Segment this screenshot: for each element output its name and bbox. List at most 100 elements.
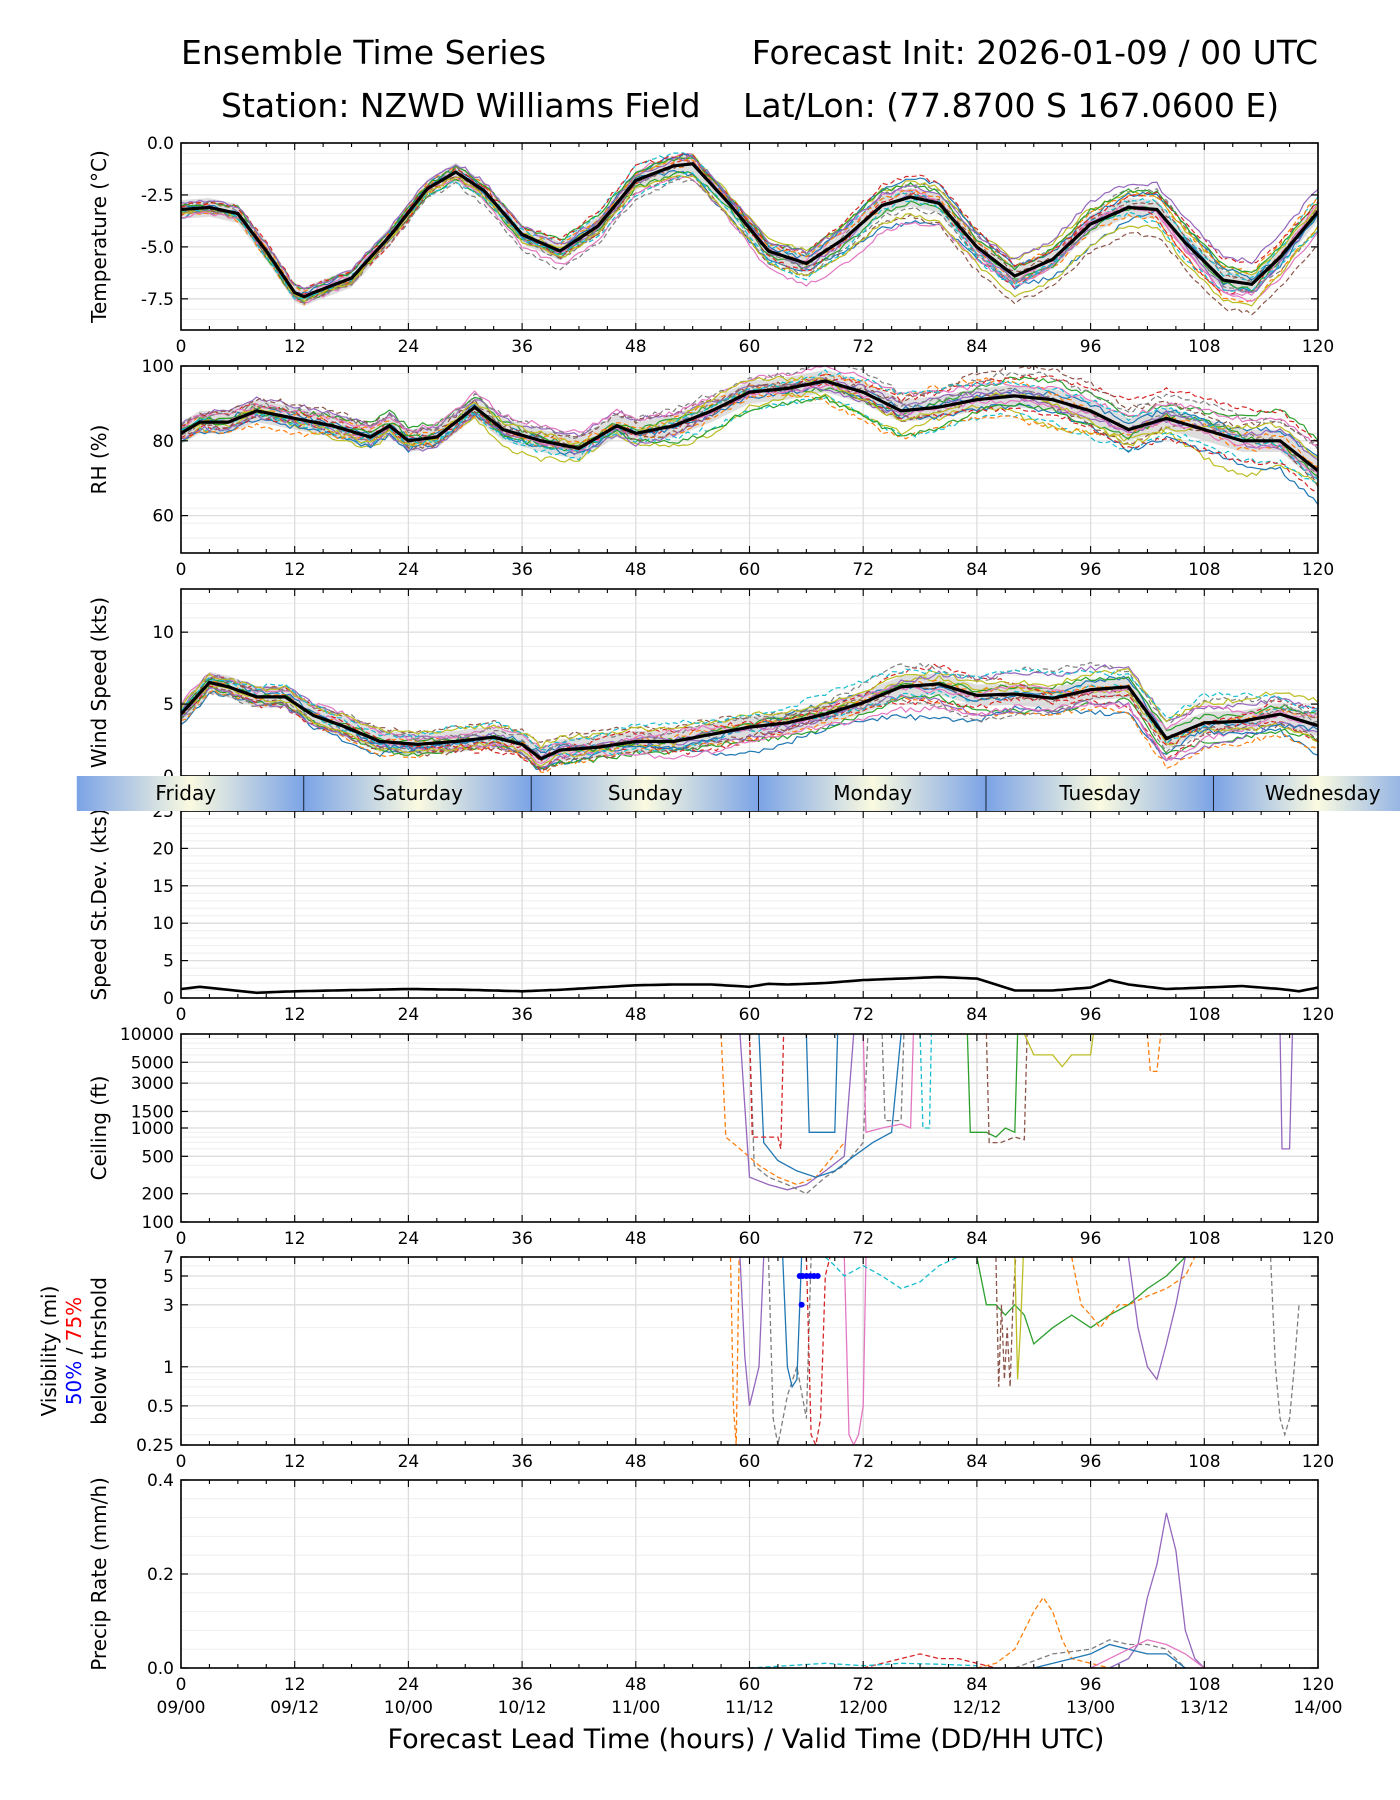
ensemble-mean-line	[181, 379, 1318, 472]
y-tick-label: 100	[142, 1213, 174, 1233]
day-segment	[758, 776, 987, 811]
member-line	[1014, 1639, 1186, 1668]
day-segment	[304, 776, 532, 811]
x-tick-label: 96	[1080, 337, 1102, 357]
panel-rh: 100 80 60 0 12 24 36 48 60 72 84 96 108 120 RH (%)	[87, 357, 1334, 580]
valid-time-label: 13/12	[1180, 1698, 1229, 1718]
x-tick-label: 120	[1302, 1675, 1334, 1695]
x-tick-label: 72	[852, 1005, 874, 1025]
ensemble-member-line	[181, 153, 1318, 296]
x-tick-label: 120	[1302, 1229, 1334, 1249]
member-line	[881, 1034, 905, 1122]
member-line	[782, 1257, 803, 1389]
x-tick-label: 36	[511, 1675, 533, 1695]
valid-time-label: 12/12	[952, 1698, 1001, 1718]
member-line	[1146, 1034, 1162, 1073]
x-tick-label: 12	[284, 1005, 306, 1025]
x-tick-label: 72	[852, 337, 874, 357]
x-tick-label: 0	[176, 1452, 187, 1472]
ensemble-member-line	[181, 687, 1318, 768]
valid-time-label: 13/00	[1066, 1698, 1115, 1718]
y-axis-label: RH (%)	[87, 425, 111, 495]
ensemble-member-line	[181, 396, 1318, 486]
x-tick-label: 60	[739, 1452, 761, 1472]
plot-area-ceiling	[720, 1034, 1294, 1195]
x-tick-label: 72	[852, 1675, 874, 1695]
valid-time-label: 10/12	[498, 1698, 547, 1718]
valid-time-label: 12/00	[839, 1698, 888, 1718]
x-tick-label: 48	[625, 1005, 647, 1025]
y-axis-label: Speed St.Dev. (kts)	[87, 808, 111, 1000]
member-line	[862, 1034, 915, 1134]
member-line	[767, 1257, 812, 1445]
day-bar: Friday Saturday Sunday Monday Tuesday Wednesd…	[76, 776, 1400, 811]
x-tick-label: 72	[852, 1229, 874, 1249]
member-line	[1127, 1257, 1186, 1381]
day-segment	[1213, 776, 1400, 811]
y-tick-label: 3000	[131, 1074, 174, 1094]
x-tick-label: 72	[852, 560, 874, 580]
x-tick-label: 84	[966, 1005, 988, 1025]
member-line	[1090, 1639, 1205, 1668]
y-tick-label: 10000	[120, 1025, 174, 1045]
x-tick-label: 48	[625, 560, 647, 580]
member-line	[739, 1257, 765, 1407]
y-tick-label: 0.0	[147, 1659, 174, 1679]
x-tick-label: 48	[625, 1452, 647, 1472]
x-tick-label: 60	[739, 560, 761, 580]
title-station: Station: NZWD Williams Field	[221, 86, 701, 125]
member-line	[985, 1034, 1028, 1144]
y-tick-label: 5000	[131, 1053, 174, 1073]
y-axis-label-threshold: below thrshold	[87, 1277, 111, 1425]
x-tick-label: 0	[176, 1675, 187, 1695]
day-segment	[76, 776, 305, 811]
y-tick-label: -2.5	[141, 186, 174, 206]
ensemble-member-line	[181, 668, 1318, 751]
y-tick-label: 5	[163, 952, 174, 972]
ensemble-member-line	[181, 689, 1318, 773]
member-line	[739, 1034, 855, 1191]
x-tick-label: 48	[625, 1229, 647, 1249]
ensemble-member-line	[181, 155, 1318, 290]
x-tick-label: 108	[1188, 337, 1220, 357]
panel-wind_speed: 051001224364860728496108120Wind Speed (k…	[87, 588, 1334, 803]
member-line	[976, 1257, 1186, 1346]
pct75-label: 75%	[62, 1297, 86, 1341]
y-tick-label: 10	[152, 623, 174, 643]
y-axis-label: Precip Rate (mm/h)	[87, 1477, 111, 1671]
y-axis-label: Ceiling (ft)	[87, 1076, 111, 1181]
title-ensemble: Ensemble Time Series	[181, 33, 546, 72]
y-tick-label: 1000	[131, 1119, 174, 1139]
y-tick-label: 200	[142, 1185, 174, 1205]
valid-time-label: 09/00	[157, 1698, 206, 1718]
y-tick-label: 20	[152, 839, 174, 859]
x-tick-label: 96	[1080, 560, 1102, 580]
plot-area-rh	[181, 366, 1318, 506]
x-tick-label: 84	[966, 560, 988, 580]
panel-temperature: 0.0 -2.5 -5.0 -7.5 0 12 24 36 48 60 72 84 96 108 120 Te…	[87, 134, 1334, 357]
member-line	[863, 1653, 997, 1668]
pct50-point	[798, 1301, 805, 1308]
x-tick-label: 36	[511, 560, 533, 580]
day-label: Tuesday	[1058, 781, 1141, 805]
plot-area-speed_stdev	[181, 975, 1318, 995]
valid-time-label: 09/12	[270, 1698, 319, 1718]
y-tick-label: 500	[142, 1147, 174, 1167]
pct-sep: /	[62, 1341, 86, 1360]
title-forecast-init: Forecast Init: 2026-01-09 / 00 UTC	[752, 33, 1318, 72]
member-line	[805, 1034, 839, 1133]
member-line	[976, 1596, 1110, 1668]
day-label: Monday	[833, 781, 912, 805]
member-line	[1014, 1257, 1024, 1380]
y-tick-label: 10	[152, 914, 174, 934]
x-tick-label: 36	[511, 1005, 533, 1025]
day-label: Sunday	[608, 781, 683, 805]
x-tick-label: 12	[284, 337, 306, 357]
member-line	[748, 1034, 785, 1150]
x-tick-label: 72	[852, 1452, 874, 1472]
x-tick-label: 108	[1188, 560, 1220, 580]
x-tick-label: 0	[176, 1005, 187, 1025]
plot-area-wind_speed	[181, 661, 1318, 773]
